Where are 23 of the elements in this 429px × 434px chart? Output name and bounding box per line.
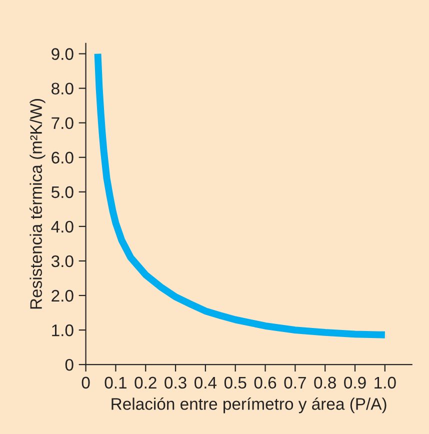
x-tick-label: 0.1: [104, 376, 126, 389]
x-tick-label: 0.8: [314, 376, 336, 389]
y-tick-label: 0: [65, 358, 74, 371]
x-tick-label: 0.3: [164, 376, 186, 389]
x-tick-label: 1.0: [374, 376, 396, 389]
x-tick-label: 0.5: [224, 376, 246, 389]
y-tick-label: 4.0: [51, 220, 74, 233]
x-axis-title: Relación entre perímetro y área (P/A): [112, 397, 386, 414]
y-tick-label: 5.0: [51, 186, 74, 198]
y-tick-label: 1.0: [52, 324, 74, 336]
x-tick-label: 0.7: [284, 376, 306, 389]
x-tick-label: 0.4: [194, 376, 217, 389]
y-tick-label: 3.0: [51, 255, 74, 268]
y-tick-label: 7.0: [52, 117, 74, 130]
y-axis-title: Resistencia térmica (m²K/W): [30, 98, 46, 309]
x-tick-label: 0.2: [134, 376, 156, 389]
x-tick-label: 0.9: [344, 376, 366, 389]
x-tick-label: 0.6: [254, 376, 276, 389]
y-tick-label: 9.0: [52, 48, 74, 60]
y-tick-label: 8.0: [52, 82, 74, 94]
x-tick-label: 0: [82, 376, 90, 389]
y-tick-label: 2.0: [52, 290, 74, 302]
y-tick-label: 6.0: [52, 152, 74, 164]
